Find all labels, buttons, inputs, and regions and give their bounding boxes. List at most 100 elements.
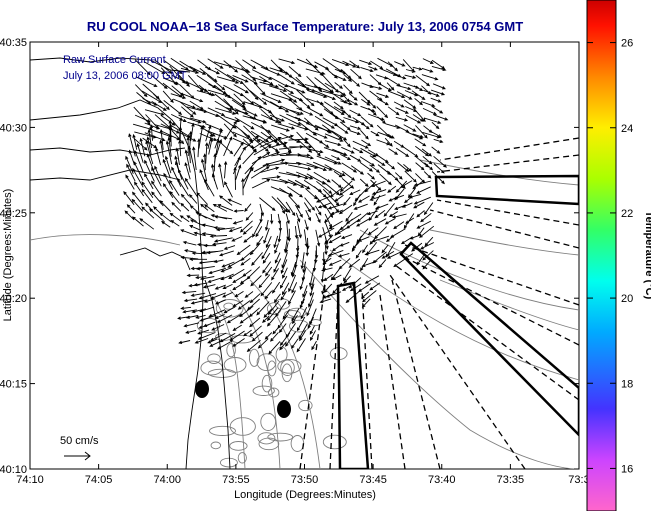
current-vector: [213, 61, 233, 68]
current-vector: [333, 101, 344, 110]
current-vector: [315, 229, 321, 247]
current-vector: [207, 132, 213, 150]
current-vector: [189, 65, 207, 75]
colorbar-ticks: 26 24 22 20 18 16: [587, 38, 633, 475]
current-vector: [361, 139, 372, 147]
current-vector: [289, 145, 313, 149]
current-vector: [334, 194, 344, 202]
current-vector: [180, 92, 204, 103]
current-vector: [259, 81, 280, 89]
current-vector: [187, 74, 204, 93]
current-vector: [286, 153, 311, 158]
bathymetry-contour: [229, 417, 256, 436]
current-vector: [151, 101, 167, 111]
current-vector: [369, 234, 379, 245]
current-vector: [159, 200, 171, 212]
current-vector: [228, 226, 242, 233]
current-vector: [430, 97, 442, 103]
current-vector: [151, 74, 168, 90]
current-vector: [412, 133, 424, 139]
current-vector: [213, 237, 233, 243]
current-vector: [149, 208, 164, 222]
current-vector: [359, 59, 373, 66]
current-vector: [287, 228, 292, 242]
current-vector: [341, 108, 352, 119]
current-vector: [171, 113, 187, 123]
current-vector: [291, 266, 297, 278]
current-vector: [271, 124, 290, 132]
current-vector: [298, 323, 308, 340]
current-vector: [306, 299, 314, 317]
current-vector: [177, 177, 190, 197]
current-vector: [143, 61, 166, 75]
current-vector: [393, 101, 405, 108]
current-vector: [396, 91, 413, 100]
current-vector: [323, 273, 334, 282]
x-tick-label: 73:40: [428, 474, 456, 486]
y-tick-label: 40:30: [0, 122, 27, 134]
x-axis-label: Longitude (Degrees:Minutes): [234, 489, 376, 501]
current-vector: [287, 179, 305, 188]
current-vector: [251, 179, 271, 189]
current-vector: [369, 155, 386, 167]
current-vector: [261, 243, 271, 260]
current-vector: [359, 156, 376, 167]
current-vector: [232, 274, 246, 284]
current-vector: [361, 98, 371, 106]
current-vector: [169, 190, 181, 204]
current-vector: [308, 269, 314, 287]
current-vector: [242, 148, 257, 165]
current-vector: [209, 338, 226, 347]
surface-current-vectors: [123, 57, 449, 355]
current-vector: [262, 252, 271, 264]
current-vector: [274, 252, 281, 264]
current-vector: [271, 196, 289, 213]
current-vector: [339, 180, 353, 193]
current-vector: [124, 210, 135, 221]
current-vector: [385, 133, 395, 139]
current-vector: [216, 314, 233, 323]
y-tick-label: 40:35: [0, 37, 27, 49]
current-vector: [421, 148, 433, 157]
current-vector: [162, 77, 180, 85]
current-vector: [266, 307, 279, 322]
current-vector: [386, 82, 395, 91]
current-vector: [233, 84, 249, 94]
bathymetry-contour: [289, 319, 310, 333]
current-vector: [277, 84, 295, 95]
current-vector: [369, 164, 381, 173]
current-vector: [360, 122, 370, 130]
current-vector: [221, 261, 235, 268]
current-vector: [387, 61, 399, 72]
current-vector: [162, 183, 174, 199]
current-vector: [431, 121, 440, 130]
current-vector: [264, 332, 273, 340]
current-vector: [205, 124, 212, 142]
current-vector: [244, 203, 252, 213]
current-vector: [198, 293, 217, 300]
current-vector: [328, 259, 342, 266]
radar-sector-lines: [299, 137, 579, 469]
current-vector: [259, 197, 276, 212]
current-vector: [223, 136, 233, 157]
current-vector: [312, 131, 328, 139]
current-vector: [204, 66, 221, 75]
current-vector: [250, 166, 270, 179]
current-vector: [423, 89, 440, 97]
current-vector: [192, 146, 197, 171]
current-vector: [144, 159, 155, 182]
current-vector: [280, 275, 288, 289]
current-vector: [223, 115, 241, 123]
bathymetry-contour: [281, 363, 293, 383]
bathymetry-contour: [268, 387, 280, 398]
current-vector: [131, 216, 144, 227]
current-vector: [304, 197, 316, 211]
current-vector: [253, 163, 270, 173]
current-vector: [161, 220, 171, 228]
current-vector: [277, 123, 296, 130]
current-vector: [376, 98, 389, 106]
current-vector: [259, 76, 274, 86]
current-vector: [216, 76, 240, 84]
current-vector: [288, 66, 302, 78]
legend-entry-1: July 13, 2006 08:00 GMT: [63, 70, 187, 82]
